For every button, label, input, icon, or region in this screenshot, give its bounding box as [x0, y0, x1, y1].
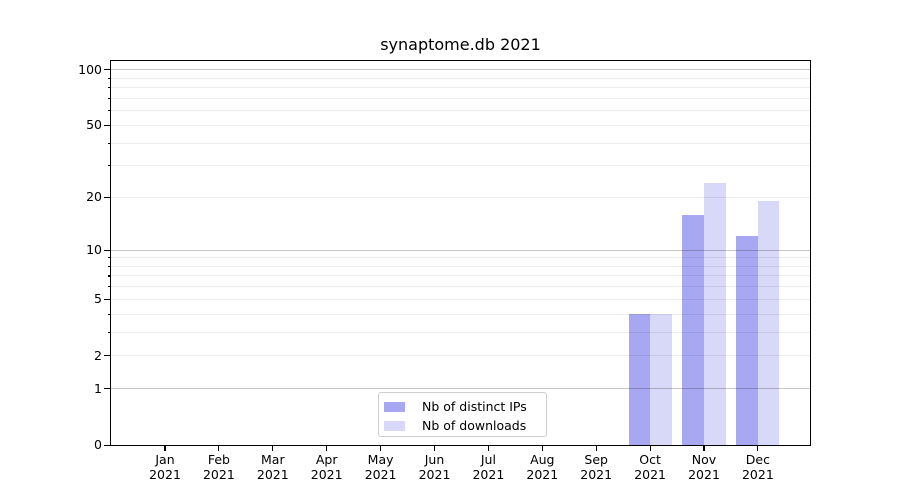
- x-tick-label-aug: Aug 2021: [510, 452, 574, 482]
- y-minor-tick-60: [107, 110, 111, 112]
- x-label-month-jan: Jan: [155, 452, 175, 467]
- x-tick-label-may: May 2021: [349, 452, 413, 482]
- x-label-year-jun: 2021: [418, 467, 451, 482]
- y-tick-20: [104, 196, 111, 199]
- x-tick-label-oct: Oct 2021: [618, 452, 682, 482]
- bar-nb-of-downloads-nov: [704, 183, 726, 445]
- y-minor-tick-80: [107, 87, 111, 89]
- y-tick-5: [104, 298, 111, 300]
- x-tick-nov: [703, 446, 705, 451]
- x-tick-label-dec: Dec 2021: [726, 452, 790, 482]
- y-tick-label-10: 10: [86, 242, 102, 257]
- x-tick-label-sep: Sep 2021: [564, 452, 628, 482]
- bar-nb-of-distinct-ips-oct: [628, 314, 651, 445]
- x-tick-jan: [164, 446, 166, 451]
- y-tick-label-20: 20: [86, 189, 102, 205]
- y-tick-label-1: 1: [94, 380, 102, 396]
- x-label-year-oct: 2021: [634, 467, 666, 482]
- x-label-month-jun: Jun: [424, 452, 445, 467]
- x-label-year-mar: 2021: [256, 467, 289, 482]
- y-tick-0: [104, 444, 111, 446]
- x-tick-label-feb: Feb 2021: [187, 452, 251, 482]
- x-label-year-may: 2021: [364, 467, 397, 482]
- y-minor-tick-5: [107, 298, 111, 300]
- legend-item-downloads: Nb of downloads: [384, 416, 540, 435]
- legend-item-distinct-ips: Nb of distinct IPs: [384, 397, 540, 416]
- x-tick-label-apr: Apr 2021: [295, 452, 359, 482]
- y-tick-1: [104, 388, 111, 390]
- x-label-month-nov: Nov: [691, 452, 717, 467]
- y-minor-tick-6: [107, 286, 111, 288]
- y-tick-50: [104, 124, 111, 126]
- y-minor-tick-2: [107, 355, 111, 357]
- x-tick-jun: [433, 446, 436, 451]
- legend-label-distinct-ips: Nb of distinct IPs: [422, 399, 527, 414]
- x-tick-oct: [649, 446, 651, 451]
- x-tick-label-nov: Nov 2021: [672, 452, 736, 482]
- x-tick-apr: [326, 446, 328, 451]
- legend-label-downloads: Nb of downloads: [422, 418, 527, 433]
- y-tick-10: [104, 249, 111, 251]
- y-minor-tick-9: [107, 257, 111, 259]
- x-tick-sep: [595, 446, 597, 451]
- x-label-year-aug: 2021: [526, 467, 559, 482]
- legend-swatch-downloads: [384, 420, 405, 431]
- bar-nb-of-downloads-oct: [650, 314, 672, 445]
- y-minor-tick-20: [107, 196, 111, 199]
- y-tick-label-2: 2: [94, 347, 102, 363]
- y-minor-tick-7: [107, 275, 111, 277]
- bar-nb-of-distinct-ips-nov: [682, 214, 704, 445]
- x-label-month-oct: Oct: [639, 452, 661, 467]
- y-minor-tick-40: [107, 142, 111, 144]
- x-tick-label-jul: Jul 2021: [456, 452, 520, 482]
- y-minor-tick-30: [107, 165, 111, 167]
- legend: Nb of distinct IPs Nb of downloads: [378, 392, 547, 437]
- x-label-year-apr: 2021: [310, 467, 343, 482]
- x-tick-label-mar: Mar 2021: [241, 452, 305, 482]
- x-label-year-jul: 2021: [472, 467, 505, 482]
- x-label-month-feb: Feb: [207, 452, 230, 467]
- x-tick-may: [380, 446, 382, 451]
- bar-nb-of-downloads-dec: [757, 201, 780, 445]
- x-tick-dec: [757, 446, 759, 451]
- y-minor-tick-90: [107, 77, 111, 79]
- bar-nb-of-distinct-ips-dec: [736, 236, 758, 445]
- y-tick-label-50: 50: [86, 117, 102, 133]
- x-label-month-dec: Dec: [745, 452, 770, 467]
- x-label-year-nov: 2021: [688, 467, 720, 482]
- y-minor-tick-50: [107, 124, 111, 126]
- chart-title: synaptome.db 2021: [380, 35, 541, 54]
- y-tick-label-0: 0: [94, 437, 102, 452]
- y-minor-tick-3: [107, 331, 111, 333]
- x-label-year-dec: 2021: [741, 467, 774, 482]
- x-label-year-feb: 2021: [202, 467, 235, 482]
- x-tick-label-jun: Jun 2021: [403, 452, 467, 482]
- x-label-month-jul: Jul: [480, 452, 496, 467]
- x-label-year-sep: 2021: [580, 467, 613, 482]
- x-label-month-mar: Mar: [261, 452, 285, 467]
- x-tick-aug: [541, 446, 543, 451]
- x-label-month-aug: Aug: [530, 452, 555, 467]
- x-tick-mar: [272, 446, 274, 451]
- x-label-month-may: May: [367, 452, 394, 467]
- y-minor-tick-8: [107, 265, 111, 267]
- y-minor-tick-4: [107, 313, 111, 315]
- y-tick-2: [104, 355, 111, 357]
- x-label-month-apr: Apr: [315, 452, 338, 467]
- x-label-year-jan: 2021: [149, 467, 181, 482]
- y-minor-tick-70: [107, 97, 111, 99]
- x-tick-jul: [487, 446, 489, 451]
- legend-swatch-distinct-ips: [384, 401, 405, 412]
- x-tick-feb: [218, 446, 220, 451]
- y-tick-label-5: 5: [94, 291, 102, 307]
- y-tick-100: [104, 69, 111, 71]
- x-tick-label-jan: Jan 2021: [133, 452, 197, 482]
- y-tick-label-100: 100: [78, 61, 102, 77]
- x-label-month-sep: Sep: [584, 452, 608, 467]
